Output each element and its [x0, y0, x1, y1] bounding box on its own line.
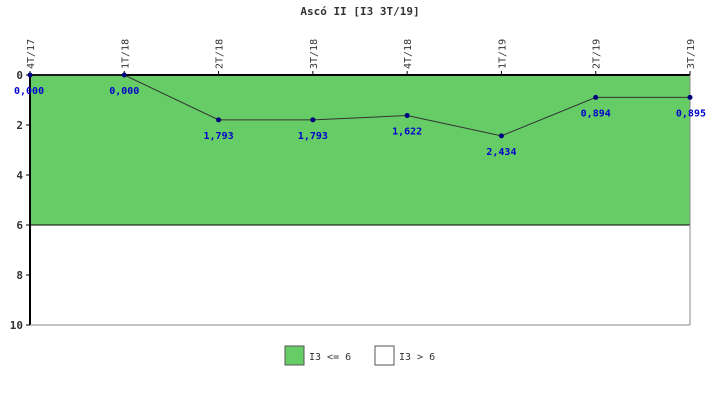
- legend-swatch: [284, 345, 305, 366]
- data-label: 0,894: [581, 108, 611, 119]
- data-label: 2,434: [486, 147, 516, 158]
- band-1: [30, 225, 690, 325]
- chart-title: Ascó II [I3 3T/19]: [300, 5, 419, 18]
- x-tick-label: 3T/18: [309, 39, 320, 69]
- legend-label: I3 <= 6: [309, 352, 351, 363]
- data-label: 0,000: [14, 86, 44, 97]
- x-tick-label: 3T/19: [686, 39, 697, 69]
- series-layer: [27, 72, 693, 139]
- data-label: 0,000: [109, 86, 139, 97]
- data-point: [404, 113, 410, 119]
- x-tick-label: 2T/19: [592, 39, 603, 69]
- y-tick-label: 4: [16, 169, 23, 182]
- data-label: 0,895: [676, 108, 706, 119]
- y-tick-label: 6: [16, 219, 23, 232]
- series-line: [30, 74, 691, 137]
- legend: I3 <= 6 I3 > 6: [284, 345, 435, 366]
- data-point: [27, 72, 33, 78]
- x-tick-label: 4T/17: [26, 39, 37, 69]
- data-point: [593, 94, 599, 100]
- y-tick-label: 10: [10, 319, 23, 332]
- axes-layer: 0 2 4 6 8 10 4T/17 1T/18 2T/18 3T/18 4T/18 1T/19 2T/…: [10, 39, 697, 332]
- x-tick-label: 2T/18: [215, 39, 226, 69]
- data-label: 1,793: [298, 131, 328, 142]
- data-point: [687, 94, 693, 100]
- bands-layer: [30, 75, 690, 325]
- band-0: [30, 75, 690, 225]
- labels-layer: 0,000 0,000 1,793 1,793 1,622 2,434 0,894 0,895: [14, 86, 706, 158]
- data-label: 1,622: [392, 127, 422, 138]
- x-tick-label: 1T/19: [497, 39, 508, 69]
- x-tick-label: 1T/18: [120, 39, 131, 69]
- legend-label: I3 > 6: [399, 352, 435, 363]
- x-tick-label: 4T/18: [403, 39, 414, 69]
- data-point: [216, 117, 222, 123]
- y-tick-label: 8: [16, 269, 23, 282]
- y-tick-label: 0: [16, 69, 23, 82]
- data-label: 1,793: [204, 131, 234, 142]
- data-point: [310, 117, 316, 123]
- data-point: [498, 133, 504, 139]
- y-tick-label: 2: [16, 119, 23, 132]
- data-point: [121, 72, 127, 78]
- legend-swatch: [374, 345, 395, 366]
